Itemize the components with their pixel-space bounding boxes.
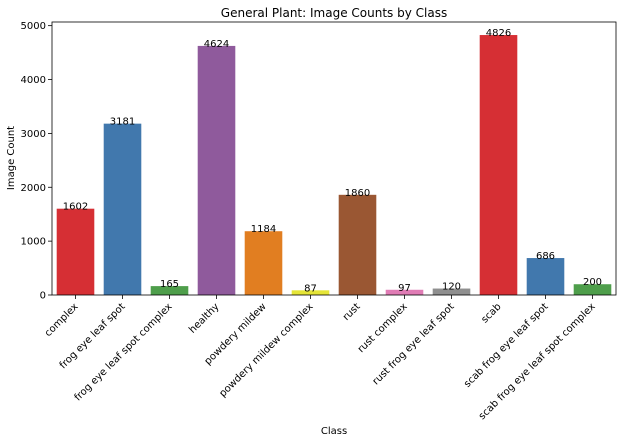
bars-layer [56,35,612,296]
bar-healthy [197,45,236,295]
bar-rust-frog-eye-leaf-spot [432,288,471,295]
data-label: 686 [536,251,555,262]
bar-frog-eye-leaf-spot [103,123,142,296]
data-label: 4624 [204,39,229,50]
x-tick-label: scab frog eye leaf spot [462,301,551,390]
data-label: 165 [160,279,179,290]
bar-rust [338,194,377,295]
y-axis: 0 1000 2000 3000 4000 5000 [21,21,52,302]
data-label: 1860 [345,188,370,199]
x-tick-label: frog eye leaf spot complex [73,301,175,403]
bar-powdery-mildew-complex [291,290,330,295]
x-tick-label: rust frog eye leaf spot [371,301,457,387]
x-tick-label: rust [341,301,363,323]
bar-complex [56,208,95,295]
y-tick-label: 0 [40,291,46,302]
y-tick-label: 5000 [21,21,46,32]
bar-scab-frog-eye-leaf-spot-complex [573,284,612,295]
data-label: 120 [442,282,461,293]
data-label: 1602 [63,202,88,213]
y-tick-label: 4000 [21,75,46,86]
y-tick-label: 2000 [21,183,46,194]
x-tick-label: complex [43,301,81,339]
bar-scab [479,35,518,295]
y-tick-label: 3000 [21,129,46,140]
y-axis-label: Image Count [6,126,17,190]
chart-title: General Plant: Image Counts by Class [221,6,447,20]
y-tick-label: 1000 [21,237,46,248]
x-axis-label: Class [321,426,347,437]
data-label: 4826 [486,28,511,39]
data-label: 97 [398,283,411,294]
x-tick-label: scab [479,301,503,325]
bar-rust-complex [385,289,424,295]
x-tick-label: powdery mildew complex [217,301,315,399]
plot-frame [51,21,617,296]
x-tick-label: healthy [187,301,221,335]
bar-powdery-mildew [244,231,283,295]
value-labels-layer: 1602 3181 165 4624 1184 87 1860 97 120 4826 686 200 [63,28,602,294]
data-label: 1184 [251,224,276,235]
data-label: 200 [583,277,602,288]
data-label: 87 [304,283,317,294]
bar-frog-eye-leaf-spot-complex [150,286,189,295]
bar-scab-frog-eye-leaf-spot [526,258,565,295]
data-label: 3181 [110,117,135,128]
x-tick-label: rust complex [356,301,410,355]
